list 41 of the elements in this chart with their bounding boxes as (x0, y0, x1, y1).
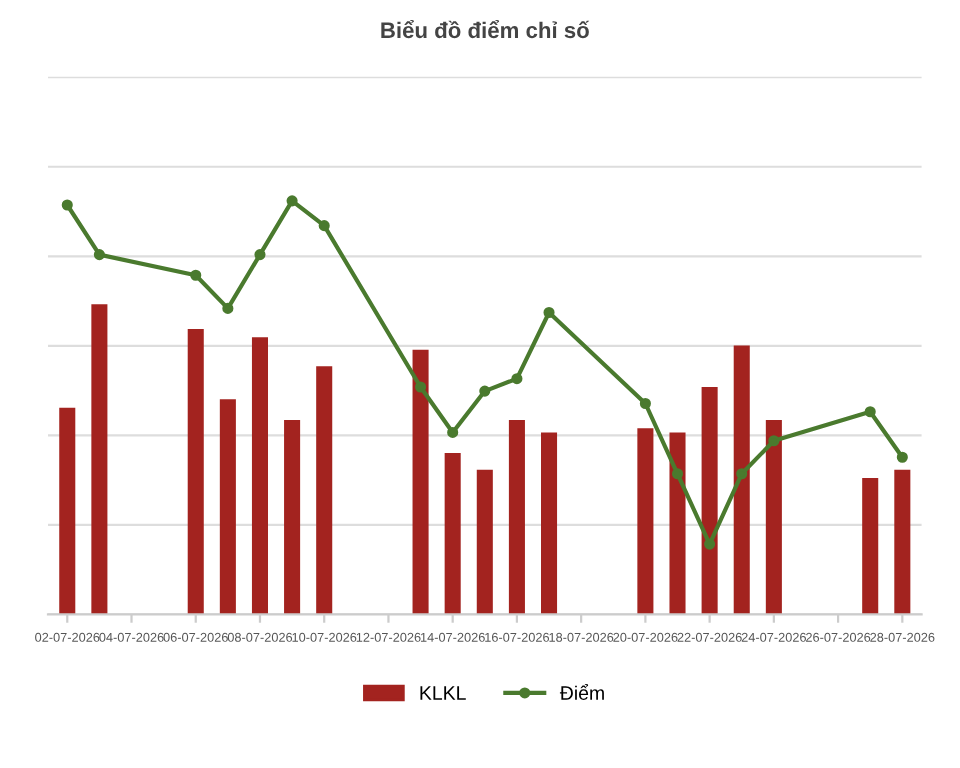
point (864, 406, 876, 418)
point (254, 249, 266, 261)
legend-label: Điểm (559, 684, 604, 700)
bar (316, 366, 333, 615)
bar (733, 345, 750, 615)
bar (91, 304, 108, 615)
bar (765, 420, 782, 615)
bar (508, 420, 525, 615)
bar (219, 399, 236, 615)
point (479, 385, 491, 397)
point (190, 269, 202, 281)
point (704, 538, 716, 550)
bar (251, 337, 269, 615)
point (447, 426, 459, 438)
point (415, 381, 427, 393)
bar (412, 349, 429, 615)
bar (669, 432, 686, 615)
point (222, 302, 234, 314)
point (511, 373, 523, 385)
bar (637, 428, 654, 615)
bar (476, 469, 493, 615)
bar (284, 420, 301, 615)
bar (541, 432, 558, 615)
bar (862, 477, 879, 615)
point (768, 435, 780, 447)
legend-label: KLKL (420, 686, 466, 700)
point (639, 397, 651, 410)
bar (187, 329, 204, 615)
bar (894, 469, 911, 615)
point (543, 306, 555, 319)
point (286, 195, 298, 207)
point (61, 199, 73, 211)
bar (444, 453, 461, 615)
point (318, 220, 330, 232)
chart-title: Biểu đồ điểm chỉ số (381, 19, 590, 39)
point (896, 451, 908, 463)
point (93, 249, 105, 261)
bar (59, 407, 76, 615)
point (671, 468, 684, 480)
point (736, 468, 748, 480)
bar (701, 386, 718, 615)
